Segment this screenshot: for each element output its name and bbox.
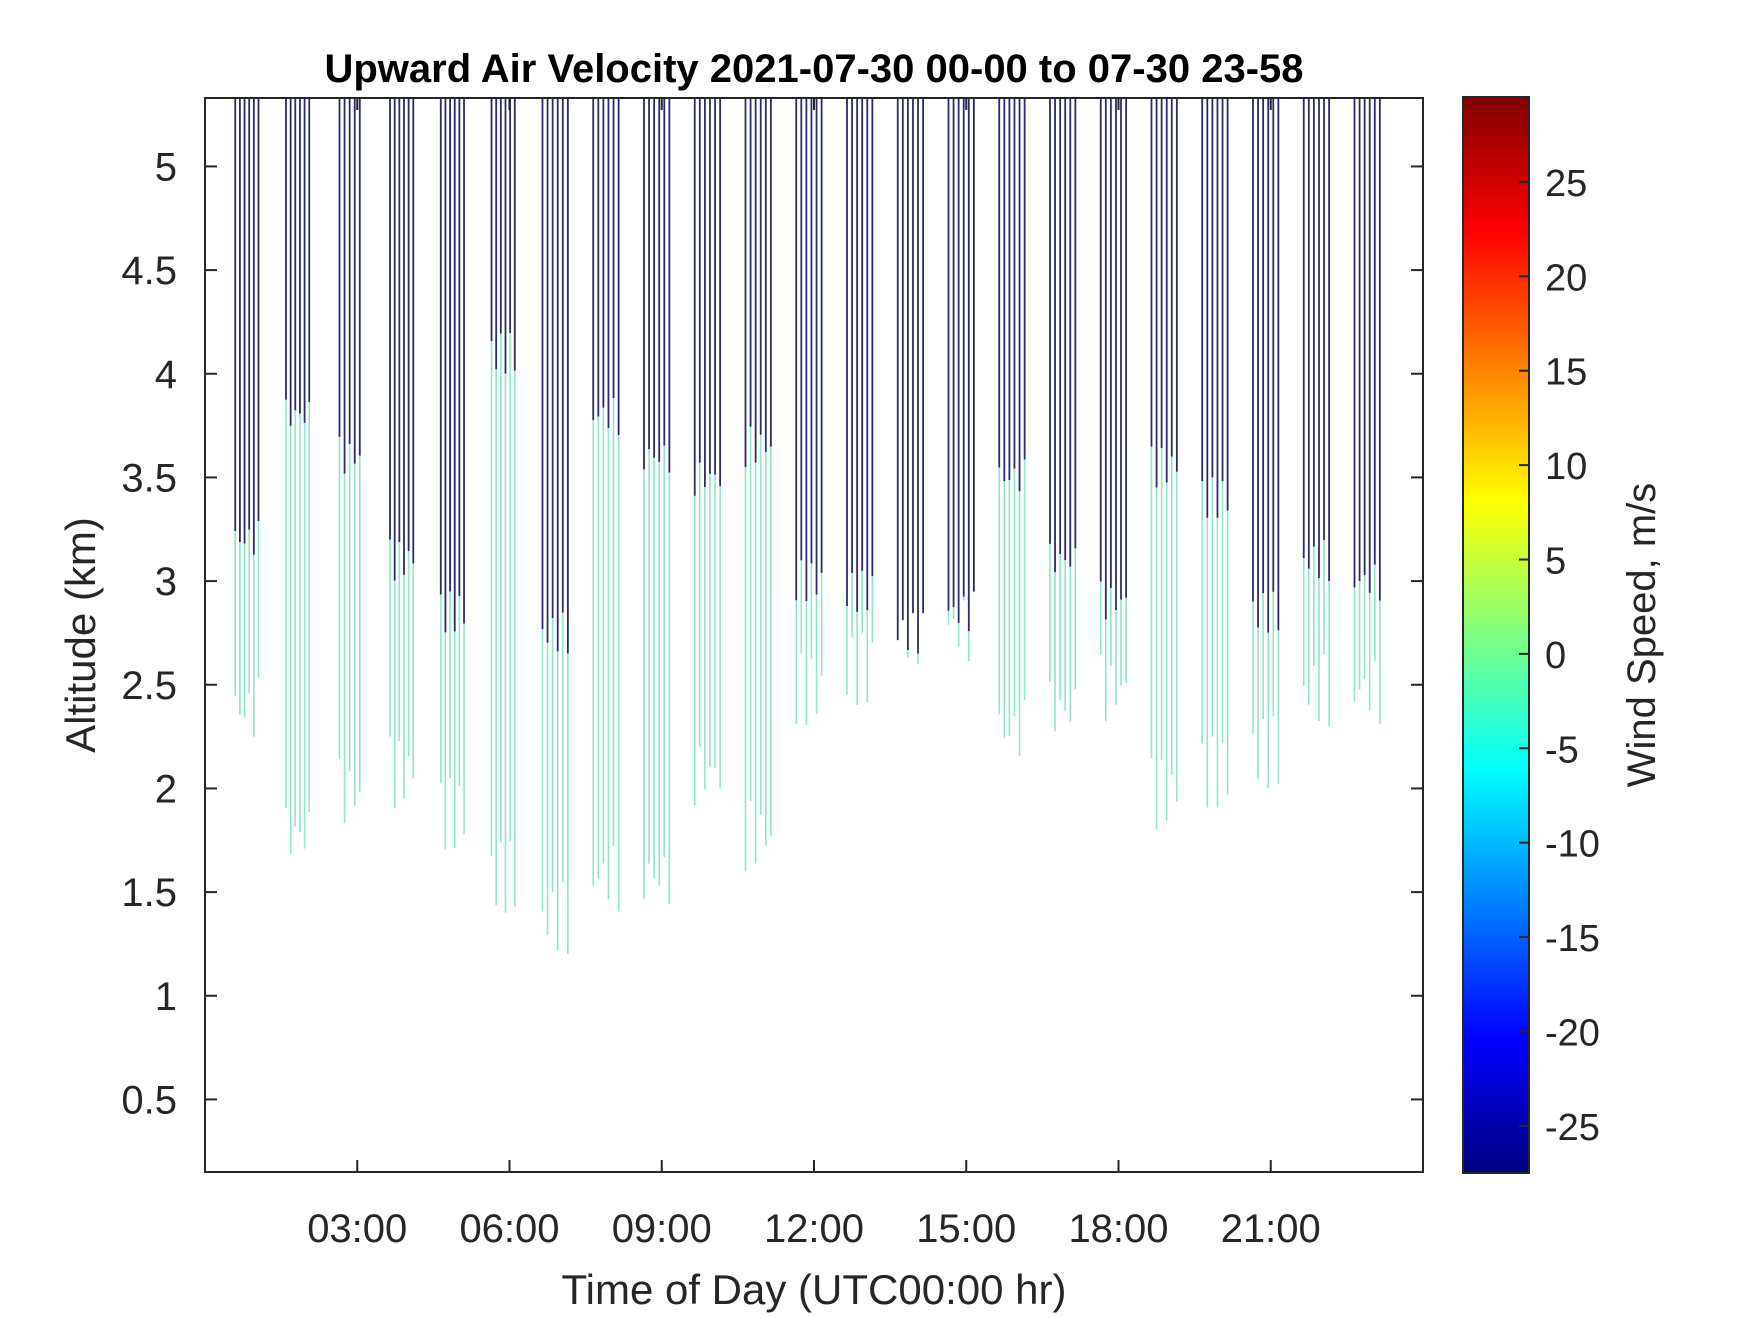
x-axis-label: Time of Day (UTC00:00 hr) [562, 1266, 1067, 1313]
profile-group [234, 98, 260, 737]
colorbar-label: Wind Speed, m/s [1620, 483, 1664, 788]
profile-group [693, 98, 722, 806]
y-tick-label: 2.5 [121, 664, 177, 708]
profile-group [896, 98, 925, 665]
profile-group [490, 98, 516, 913]
x-tick-label: 03:00 [307, 1207, 407, 1251]
profile-group [744, 98, 772, 872]
y-tick-label: 4 [155, 353, 177, 397]
profile-group [1201, 98, 1229, 808]
colorbar-ticks: -25 -20 -15 -10 -5 0 5 10 15 20 25 [1519, 163, 1600, 1149]
profile-group [1099, 98, 1128, 722]
colorbar-tick-label: 25 [1545, 163, 1587, 205]
profile-group [1150, 98, 1178, 830]
profile-group [1302, 98, 1331, 727]
x-tick-label: 18:00 [1068, 1207, 1168, 1251]
profile-group [592, 98, 620, 912]
profile-group [1353, 98, 1381, 725]
profile-group [795, 98, 823, 726]
colorbar-tick-label: 0 [1545, 635, 1566, 677]
profile-group [439, 98, 465, 850]
plot-area [234, 98, 1381, 954]
profile-group [1252, 98, 1280, 789]
y-tick-label: 4.5 [121, 249, 177, 293]
colorbar-tick-label: 10 [1545, 446, 1587, 488]
colorbar-tick-label: -10 [1545, 824, 1600, 866]
colorbar-tick-label: -15 [1545, 918, 1600, 960]
colorbar-tick-label: -25 [1545, 1107, 1600, 1149]
profile-group [389, 98, 415, 809]
x-tick-label: 06:00 [459, 1207, 559, 1251]
profile-group [285, 98, 311, 854]
colorbar-tick-label: -20 [1545, 1012, 1600, 1054]
y-tick-label: 1.5 [121, 871, 177, 915]
colorbar-tick-label: 5 [1545, 540, 1566, 582]
y-tick-label: 3 [155, 560, 177, 604]
colorbar-tick-label: -5 [1545, 729, 1579, 771]
y-tick-label: 0.5 [121, 1078, 177, 1122]
y-tick-label: 3.5 [121, 456, 177, 500]
x-tick-label: 21:00 [1221, 1207, 1321, 1251]
x-axis: 03:00 06:00 09:00 12:00 15:00 18:00 21:00 [307, 98, 1321, 1251]
profile-group [338, 98, 361, 824]
profile-group [643, 98, 671, 905]
profile-group [947, 98, 975, 661]
profile-group [846, 98, 874, 705]
y-axis: 0.5 1 1.5 2 2.5 3 3.5 4 4.5 5 [121, 145, 1423, 1122]
y-tick-label: 2 [155, 767, 177, 811]
plot-frame [204, 97, 1424, 1173]
x-tick-label: 15:00 [916, 1207, 1016, 1251]
chart-title: Upward Air Velocity 2021-07-30 00-00 to … [324, 47, 1303, 91]
y-tick-label: 5 [155, 145, 177, 189]
profile-group [541, 98, 569, 954]
x-tick-label: 12:00 [764, 1207, 864, 1251]
y-axis-label: Altitude (km) [57, 517, 104, 753]
y-tick-label: 1 [155, 975, 177, 1019]
profile-group [1049, 98, 1077, 732]
colorbar [1462, 96, 1530, 1174]
x-tick-label: 09:00 [612, 1207, 712, 1251]
colorbar-tick-label: 15 [1545, 352, 1587, 394]
profile-group [998, 98, 1026, 756]
colorbar-tick-label: 20 [1545, 257, 1587, 299]
